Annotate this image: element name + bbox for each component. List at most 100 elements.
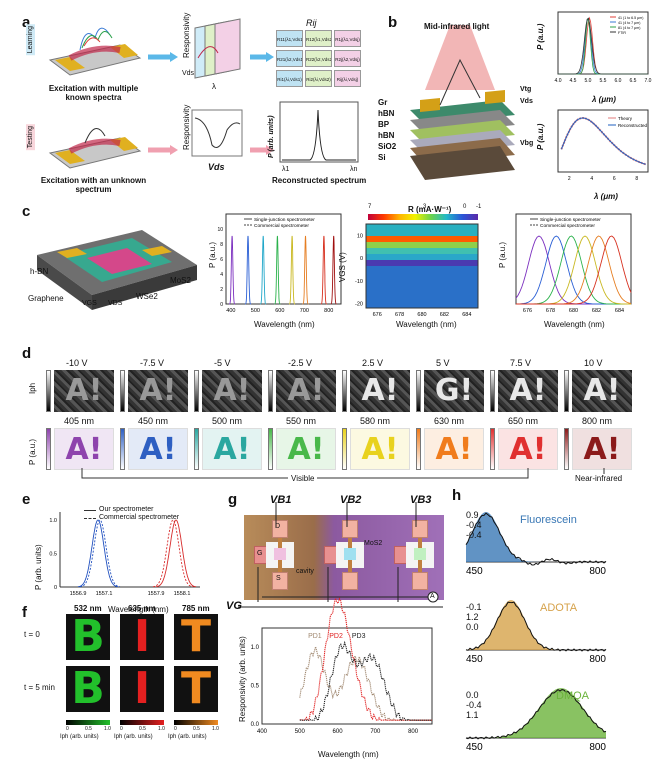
matrix-cell: Rij(λi,Vdsj): [334, 70, 361, 87]
f-scale-tick: 0.5: [85, 726, 92, 732]
d-wavelength-image: A!: [424, 428, 484, 470]
e-legend-swatch: [84, 518, 96, 519]
a-vds-label-1: Vds: [182, 70, 195, 77]
h-weight-value: 0.0: [466, 690, 479, 700]
c-plot2-title: R (mA·W⁻¹): [408, 205, 452, 214]
c-plot1-ytick: 2: [220, 287, 223, 293]
d-wavelength-image: A!: [572, 428, 632, 470]
d-wavelength-scale: [564, 428, 569, 470]
f-letter-image: T: [174, 614, 218, 660]
g-source-pad: [412, 572, 428, 590]
c-plot1-xtick: 800: [324, 308, 333, 314]
c-plot1-peak: [274, 235, 281, 305]
d-voltage-scale: [120, 370, 125, 412]
h-reconstructed-line: [465, 688, 607, 740]
f-letter-image: B: [66, 614, 110, 660]
device-learning-illustration: [48, 27, 142, 76]
c-plot3-xtick: 680: [569, 308, 578, 314]
d-wavelength-image: A!: [128, 428, 188, 470]
g-s-label: S: [276, 575, 281, 582]
matrix-cell: Ri1(λi,Vds1): [276, 70, 303, 87]
h-weight-value: -0.4: [466, 700, 482, 710]
g-responsivity-plot: 400 500 600 700 800 0.0 0.5 1.0 PD1 PD2 PD3: [251, 596, 433, 735]
c-plot3-peak: [515, 235, 631, 305]
b-layer-label: Si: [378, 153, 386, 162]
g-source-pad: [272, 572, 288, 590]
d-wavelength-label: 580 nm: [360, 416, 391, 426]
panel-label-g: g: [228, 491, 238, 508]
h-reconstructed-line: [465, 512, 607, 566]
h-reference-fill: [466, 512, 606, 562]
responsivity-matrix: R11(λ1,Vds1) R12(λ1,Vds2) R1j(λ1,Vdsj) R21(…: [276, 30, 362, 90]
g-plot-pd-label: PD2: [329, 633, 343, 640]
reconstructed-spectrum-caption: Reconstructed spectrum: [272, 176, 367, 185]
d-wavelength-image: A!: [202, 428, 262, 470]
d-voltage-image: A!: [572, 370, 632, 412]
matrix-cell: R1j(λ1,Vdsj): [334, 30, 361, 47]
c-colorbar-tick: -1: [476, 204, 482, 210]
h-spectrum-2: 450 800: [465, 688, 607, 753]
g-plot-pd-label: PD3: [352, 633, 366, 640]
d-wavelength-scale: [46, 428, 51, 470]
f-wavelength-label: 532 nm: [74, 604, 102, 613]
b-plot2-xtick: 4: [590, 176, 593, 182]
e-xtick: 1558.1: [174, 591, 191, 597]
g-plot-ytick: 0.5: [251, 684, 260, 690]
h-weight-value: 0.9: [466, 510, 479, 520]
heterojunction-device-illustration: [37, 230, 197, 310]
h-reconstructed-line: [465, 601, 607, 652]
c-plot2-ytick: 0: [360, 256, 363, 262]
b-vbg: Vbg: [520, 140, 534, 147]
h-reference-fill: [466, 688, 606, 738]
e-legend-text: Our spectrometer: [99, 506, 154, 513]
f-scale-label: Iph (arb. units): [114, 734, 153, 740]
c-plot1-spectra: 400 500 600 700 800 0 2 4 6 8 10 Single-junction sp…: [217, 213, 342, 314]
arrow-testing: [148, 145, 178, 155]
d-wavelength-label: 500 nm: [212, 416, 243, 426]
c-plot2-heat-row: [366, 302, 478, 309]
g-gate-label: G: [257, 550, 263, 557]
f-colorscale: [174, 720, 218, 725]
b-plot1-xtick: 4.0: [555, 78, 562, 84]
h-xtick: 800: [589, 742, 606, 753]
g-mos2-label: MoS2: [364, 540, 383, 547]
f-row-label-0: t = 0: [24, 630, 40, 639]
g-mos2-flake: [414, 548, 426, 560]
d-wavelength-scale: [120, 428, 125, 470]
g-plot-xtick: 700: [370, 729, 381, 735]
b-plot2-frame: [557, 109, 649, 173]
g-plot-xtick: 800: [408, 729, 419, 735]
c-plot2-heat-row: [366, 248, 478, 255]
matrix-cell: R21(λ2,Vds1): [276, 50, 303, 67]
g-vb2: VB2: [340, 494, 362, 506]
f-scale-tick: 1.0: [104, 726, 111, 732]
c-plot2-heatmap: 10 0 -10 -20 676 678 680 682 684: [355, 223, 479, 318]
f-scale-tick: 0: [174, 726, 177, 732]
c-plot1-xtick: 700: [300, 308, 309, 314]
g-d-label: D: [275, 523, 281, 530]
b-plot2-ylabel: P (a.u.): [536, 123, 545, 150]
b-plot1-legend-text: 81 (4 to 7 μm): [618, 26, 640, 30]
c-plot2-ytick: 10: [357, 233, 363, 239]
responsivity-curve-box: [191, 109, 243, 157]
g-ammeter: A: [430, 593, 435, 600]
d-wavelength-image: A!: [350, 428, 410, 470]
d-voltage-label: 7.5 V: [510, 358, 532, 368]
d-voltage-scale: [564, 370, 569, 412]
b-plot2: 2 4 6 8 Theory Reconstructed: [557, 109, 649, 182]
a-vds-label-2: Vds: [208, 162, 225, 172]
f-row-label-1: t = 5 min: [24, 683, 55, 692]
matrix-cell: R12(λ1,Vds2): [305, 30, 332, 47]
c-plot1-ytick: 8: [220, 242, 223, 248]
b-vtg: Vtg: [520, 86, 532, 93]
f-letter-image: B: [66, 666, 110, 712]
h-dye-name: Fluorescein: [520, 514, 577, 526]
b-plot1-xlabel: λ (μm): [592, 95, 616, 104]
d-voltage-label: -7.5 V: [140, 358, 165, 368]
d-wavelength-label: 405 nm: [64, 416, 95, 426]
panel-label-a: a: [22, 14, 31, 31]
c-plot1-peak: [228, 235, 236, 305]
g-mos2-flake: [344, 548, 356, 560]
d-voltage-image: A!: [128, 370, 188, 412]
b-plot1-xtick: 7.0: [645, 78, 652, 84]
